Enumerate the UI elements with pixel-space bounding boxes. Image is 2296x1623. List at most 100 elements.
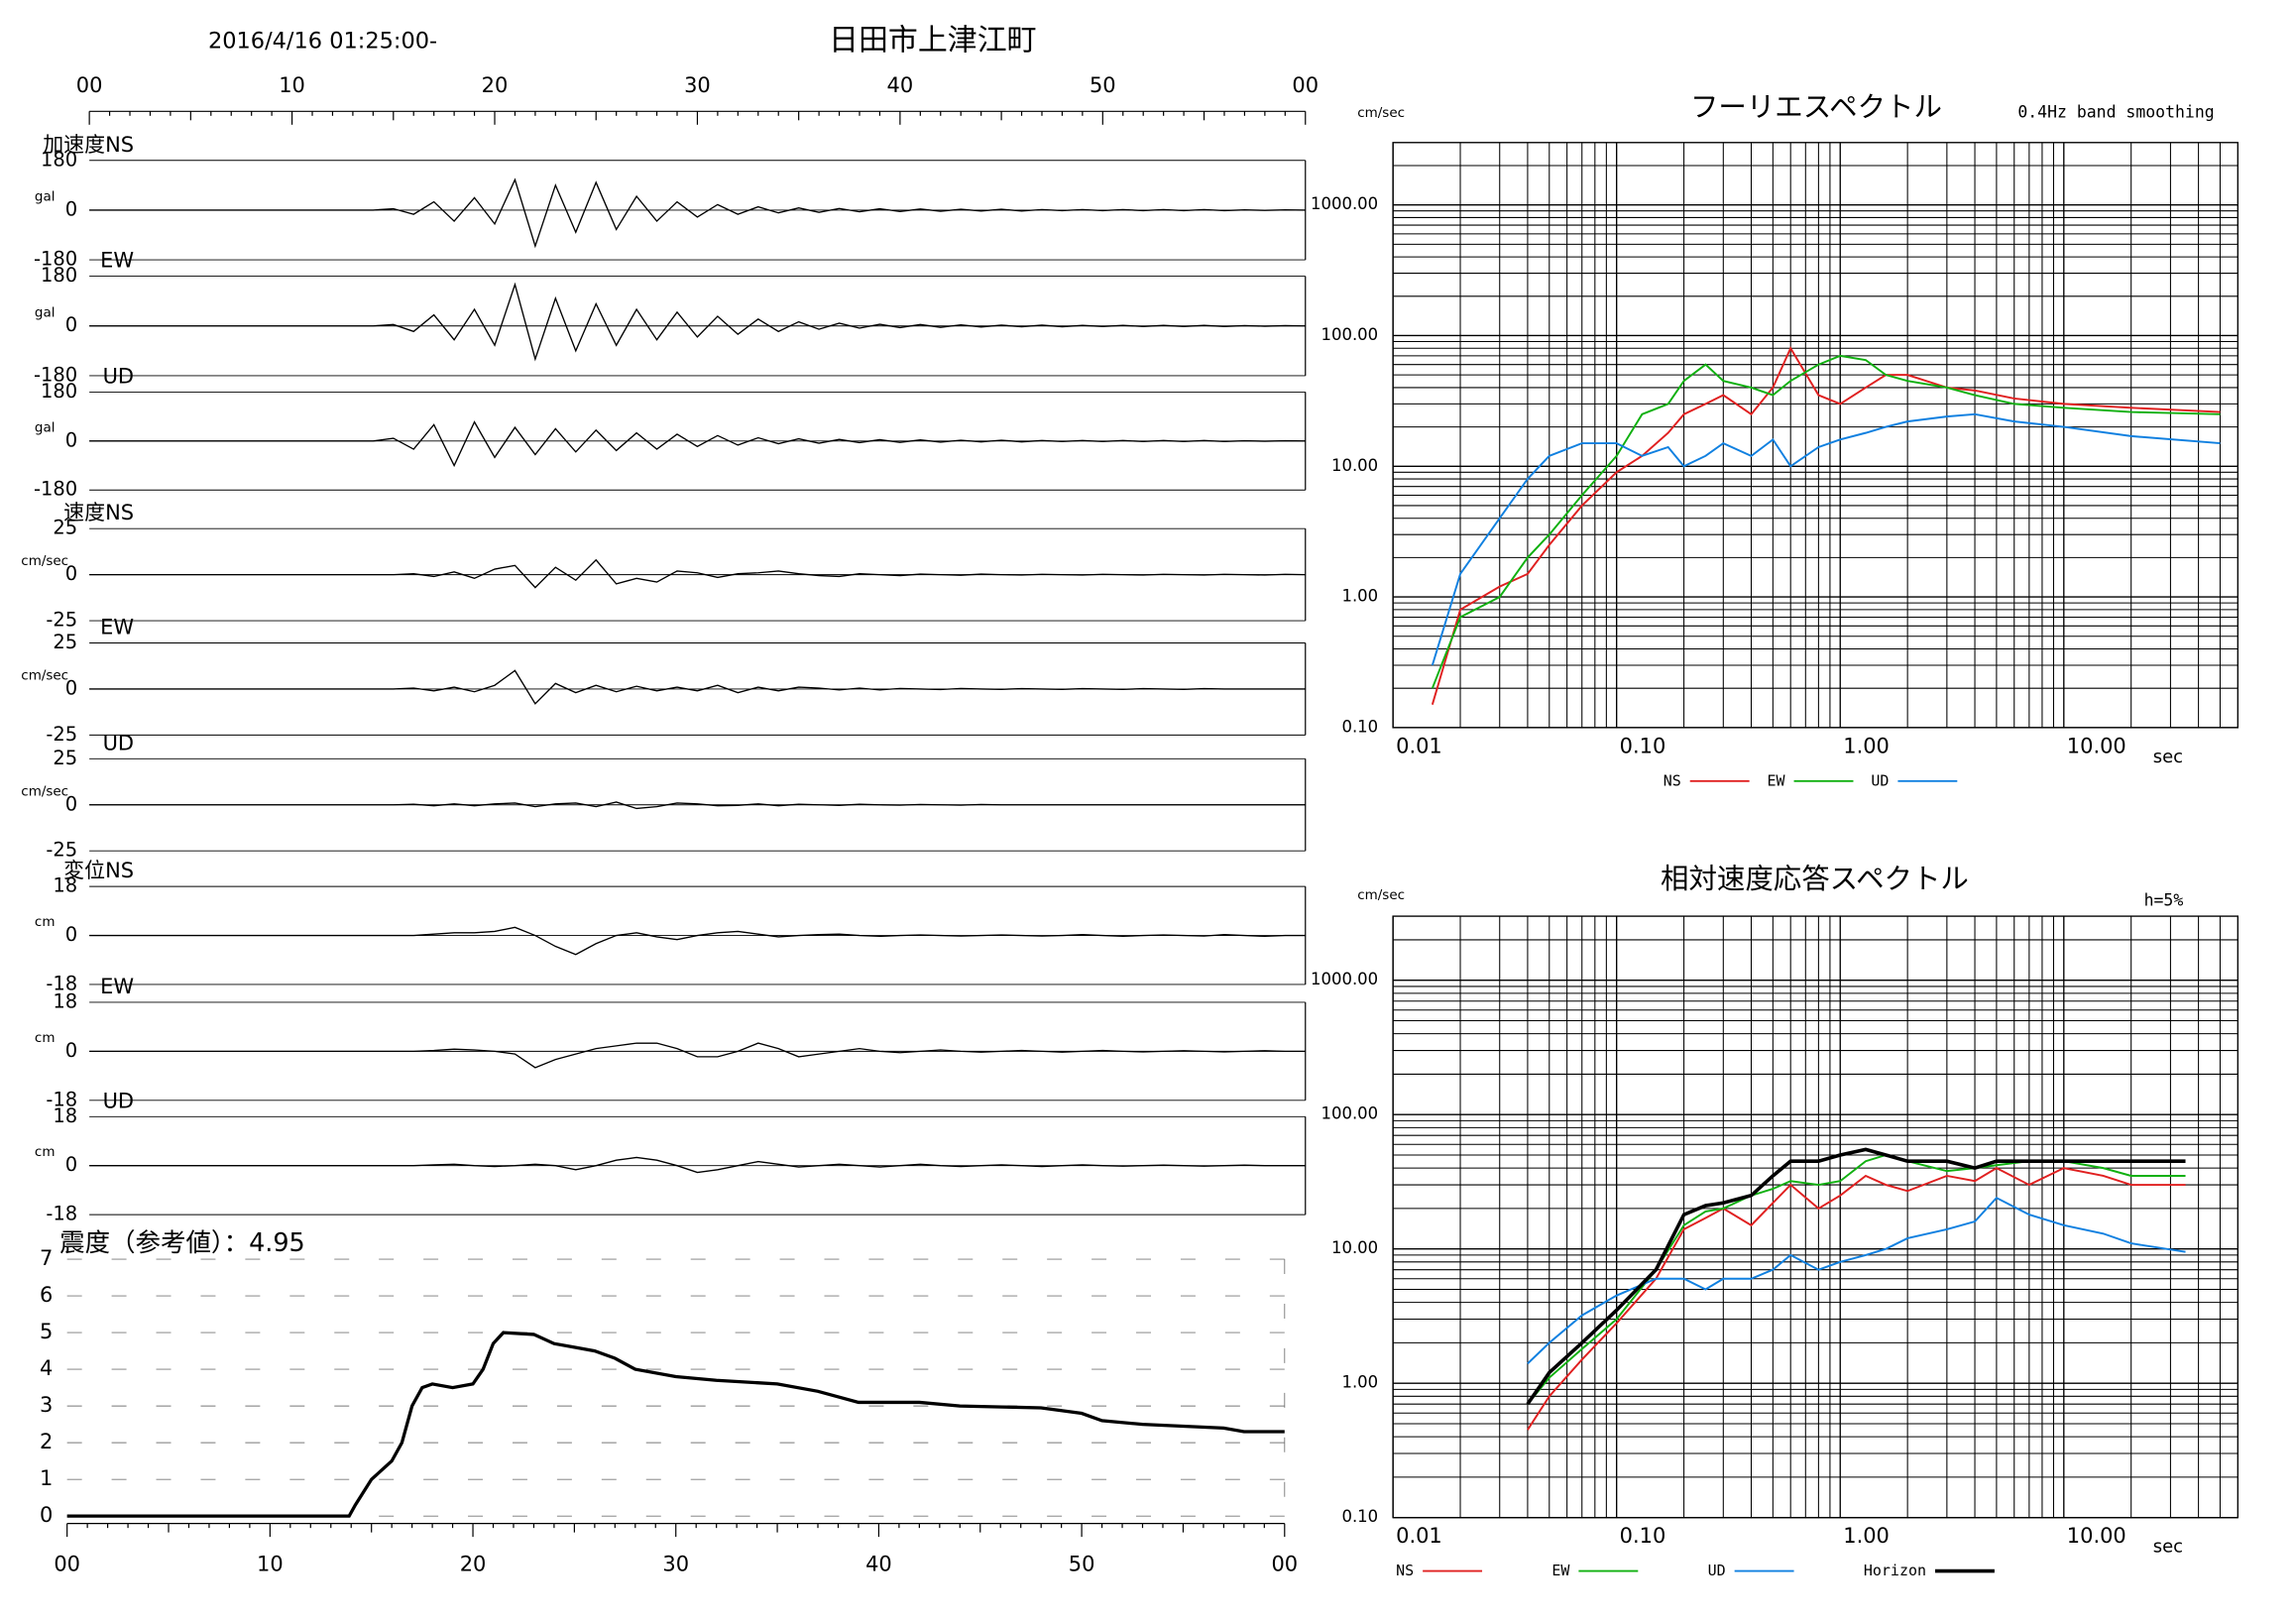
x-tick-label: 00 (1271, 1553, 1298, 1576)
y-tick-label: 7 (40, 1246, 53, 1270)
legend-label: Horizon (1864, 1562, 1926, 1579)
x-tick-label: 00 (54, 1553, 80, 1576)
unit-label: cm/sec (21, 667, 68, 683)
y-tick-label: 100.00 (1321, 1104, 1379, 1123)
y-tick-label: 1 (40, 1466, 53, 1490)
y-axis-unit: cm/sec (1357, 105, 1405, 121)
y-tick-label: -18 (46, 1088, 77, 1110)
legend-label: NS (1664, 771, 1681, 789)
waveform-trace (89, 420, 1306, 468)
legend-label: NS (1396, 1562, 1414, 1579)
waveform-trace (89, 669, 1306, 705)
datetime: 2016/4/16 01:25:00- (208, 28, 437, 54)
y-tick-label: 0 (65, 562, 77, 585)
legend-label: UD (1708, 1562, 1726, 1579)
unit-label: gal (35, 188, 56, 204)
unit-label: cm/sec (21, 783, 68, 799)
unit-label: gal (35, 304, 56, 320)
spectrum-line (1527, 1196, 2186, 1365)
y-tick-label: 5 (40, 1320, 53, 1343)
x-tick-label: 20 (460, 1553, 487, 1576)
y-tick-label: -180 (34, 363, 77, 386)
x-tick-label: 40 (865, 1553, 892, 1576)
y-tick-label: 180 (41, 148, 77, 171)
y-tick-label: 180 (41, 380, 77, 403)
x-tick-label: 0.10 (1620, 1524, 1666, 1548)
trace-label: EW (100, 249, 134, 273)
trace-label: 速度NS (63, 501, 134, 524)
y-tick-label: 0 (65, 428, 77, 451)
trace-label: 変位NS (63, 859, 134, 882)
x-tick-label: 50 (1069, 1553, 1095, 1576)
trace-label: UD (103, 1089, 134, 1112)
y-tick-label: 3 (40, 1393, 53, 1417)
spectrum-line (1431, 412, 2221, 666)
y-tick-label: 0 (65, 197, 77, 220)
y-tick-label: 25 (53, 631, 77, 653)
chart-title: フーリエスペクトル (1690, 90, 1942, 123)
y-tick-label: 100.00 (1321, 325, 1379, 344)
y-tick-label: -18 (46, 972, 77, 994)
x-tick-label: 10.00 (2067, 1524, 2126, 1548)
y-tick-label: -25 (46, 839, 77, 862)
unit-label: cm (35, 914, 56, 930)
legend-label: EW (1551, 1562, 1570, 1579)
y-tick-label: 1.00 (1341, 1373, 1378, 1392)
y-tick-label: 0 (65, 1039, 77, 1062)
y-tick-label: -25 (46, 609, 77, 632)
y-tick-label: 0 (65, 676, 77, 699)
y-tick-label: 0 (65, 1153, 77, 1176)
legend-label: EW (1768, 771, 1786, 789)
y-tick-label: 1000.00 (1311, 194, 1378, 213)
trace-label: UD (103, 731, 134, 754)
y-tick-label: 10.00 (1331, 456, 1378, 475)
chart-title: 震度（参考値）：4.95 (59, 1228, 305, 1258)
waveform-trace (89, 177, 1306, 249)
unit-label: cm/sec (21, 553, 68, 569)
y-tick-label: 0 (65, 792, 77, 815)
y-tick-label: 0 (65, 923, 77, 946)
chart-subtitle: 0.4Hz band smoothing (2017, 102, 2214, 121)
x-tick-label: 50 (1090, 73, 1116, 97)
y-tick-label: 18 (53, 989, 77, 1012)
x-tick-label: 00 (1292, 73, 1319, 97)
x-tick-label: 0.01 (1396, 1524, 1442, 1548)
x-tick-label: 40 (887, 73, 914, 97)
y-tick-label: 6 (40, 1283, 53, 1307)
y-tick-label: 0.10 (1341, 717, 1378, 736)
y-tick-label: 180 (41, 264, 77, 287)
waveform-trace (89, 1156, 1306, 1174)
x-axis-unit: sec (2153, 747, 2183, 767)
y-tick-label: 4 (40, 1356, 53, 1380)
waveform-trace (89, 558, 1306, 589)
chart-title: 相対速度応答スペクトル (1661, 863, 1969, 895)
unit-label: gal (35, 419, 56, 435)
unit-label: cm (35, 1144, 56, 1160)
trace-label: EW (100, 975, 134, 998)
chart-subtitle: h=5% (2144, 891, 2184, 910)
trace-label: UD (103, 364, 134, 388)
x-tick-label: 20 (482, 73, 509, 97)
y-tick-label: -180 (34, 478, 77, 501)
x-tick-label: 10 (279, 73, 305, 97)
y-tick-label: 1000.00 (1311, 970, 1378, 988)
waveform-trace (89, 282, 1306, 362)
x-tick-label: 30 (662, 1553, 689, 1576)
y-tick-label: 1.00 (1341, 587, 1378, 606)
waveform-trace (89, 801, 1306, 810)
y-tick-label: 25 (53, 517, 77, 539)
y-tick-label: 0 (40, 1503, 53, 1527)
legend-label: UD (1871, 771, 1889, 789)
trace-label: 加速度NS (43, 133, 134, 157)
y-axis-unit: cm/sec (1357, 887, 1405, 903)
y-tick-label: -25 (46, 723, 77, 746)
y-tick-label: 25 (53, 747, 77, 769)
trace-label: EW (100, 616, 134, 639)
y-tick-label: 18 (53, 1104, 77, 1127)
y-tick-label: 0.10 (1341, 1507, 1378, 1526)
y-tick-label: -18 (46, 1203, 77, 1225)
x-tick-label: 1.00 (1843, 1524, 1890, 1548)
spectrum-line (1526, 1147, 2186, 1406)
